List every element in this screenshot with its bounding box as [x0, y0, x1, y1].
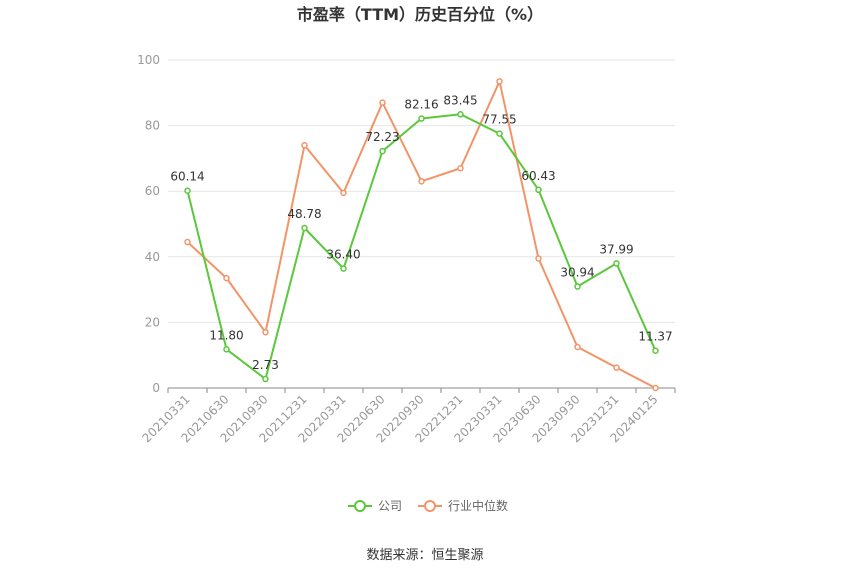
data-point[interactable] [457, 164, 464, 172]
data-label: 60.14 [170, 170, 204, 184]
data-point[interactable] [652, 384, 659, 392]
data-label: 72.23 [365, 130, 399, 144]
data-point[interactable] [223, 346, 230, 353]
grid [168, 59, 675, 323]
legend-marker [424, 500, 436, 512]
legend-item[interactable]: 公司 [348, 499, 402, 513]
series-group: 60.14 11.80 2.73 48.78 36.40 72.23 82.16 83.45 7… [170, 78, 673, 392]
series-line [186, 80, 656, 389]
legend-label: 公司 [378, 499, 402, 513]
data-label: 30.94 [560, 266, 594, 280]
data-point[interactable] [223, 274, 230, 282]
y-tick-label: 60 [145, 184, 160, 198]
legend-marker [354, 500, 366, 512]
data-label: 82.16 [404, 98, 438, 112]
data-point[interactable] [574, 283, 581, 290]
data-point[interactable] [301, 142, 308, 149]
legend[interactable]: 公司 行业中位数 [348, 498, 508, 513]
y-tick-label: 100 [137, 53, 160, 67]
chart-title: 市盈率（TTM）历史百分位（%） [297, 5, 543, 24]
data-point[interactable] [340, 189, 347, 197]
data-point[interactable] [418, 178, 425, 185]
data-point[interactable] [613, 260, 620, 267]
data-point[interactable] [301, 224, 308, 232]
y-tick-label: 80 [145, 119, 160, 133]
data-point[interactable] [184, 187, 191, 194]
data-point[interactable] [262, 328, 269, 336]
y-tick-label: 20 [145, 315, 160, 329]
data-point[interactable] [652, 347, 659, 354]
x-axis: 2021033120210630202109302021123120220331… [140, 387, 676, 445]
data-point[interactable] [457, 111, 464, 118]
data-label: 60.43 [521, 169, 555, 183]
y-tick-label: 0 [152, 381, 160, 395]
series-industry-median [184, 78, 659, 392]
legend-label: 行业中位数 [448, 498, 508, 513]
source-text: 数据来源：恒生聚源 [366, 548, 483, 563]
data-label: 11.80 [209, 328, 243, 342]
data-point[interactable] [574, 343, 581, 351]
y-axis: 0 20 40 60 80 100 [137, 53, 160, 395]
data-point[interactable] [262, 375, 269, 383]
data-label: 77.55 [482, 113, 516, 127]
data-label: 48.78 [287, 207, 321, 221]
data-point[interactable] [613, 364, 620, 371]
data-point[interactable] [535, 186, 542, 194]
data-label: 11.37 [638, 330, 672, 344]
y-tick-label: 40 [145, 250, 160, 264]
series-company: 60.14 11.80 2.73 48.78 36.40 72.23 82.16 83.45 7… [170, 93, 673, 383]
data-point[interactable] [379, 99, 386, 106]
data-point[interactable] [535, 255, 542, 262]
legend-item[interactable]: 行业中位数 [418, 498, 508, 513]
data-label: 83.45 [443, 93, 477, 107]
data-label: 2.73 [252, 358, 279, 372]
data-point[interactable] [496, 130, 503, 137]
data-point[interactable] [184, 238, 191, 246]
data-point[interactable] [418, 115, 425, 122]
data-label: 37.99 [599, 242, 633, 256]
data-point[interactable] [496, 78, 503, 85]
data-point[interactable] [340, 265, 347, 272]
data-label: 36.40 [326, 248, 360, 262]
series-line [186, 113, 657, 381]
data-point[interactable] [379, 147, 386, 155]
